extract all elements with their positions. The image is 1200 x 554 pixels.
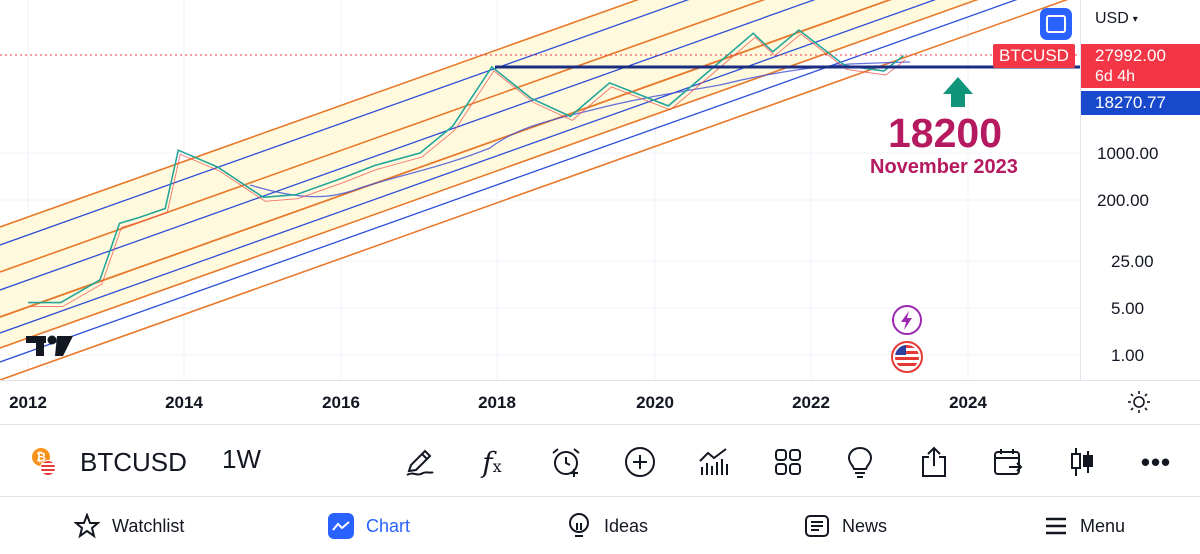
price-series xyxy=(28,28,904,304)
chart-toolbar: ₿ BTCUSD 1W fx xyxy=(0,428,1200,494)
theme-toggle-button[interactable] xyxy=(1127,390,1151,414)
channel-line-orange xyxy=(0,0,766,273)
star-icon xyxy=(74,513,100,539)
channel-line-orange xyxy=(0,0,640,228)
channel-line-orange xyxy=(0,0,979,349)
lightning-event-icon[interactable] xyxy=(892,305,922,335)
price-chart[interactable] xyxy=(0,0,1080,380)
pen-icon xyxy=(406,449,434,476)
replay-button[interactable] xyxy=(988,442,1028,482)
symbol-selector[interactable]: ₿ BTCUSD xyxy=(32,442,187,482)
annotation-price: 18200 xyxy=(888,110,1003,156)
lightbulb-icon xyxy=(569,513,589,537)
indicators-button[interactable]: fx xyxy=(472,442,512,482)
tradingview-logo-icon xyxy=(26,335,73,356)
time-axis[interactable]: 2012 2014 2016 2018 2020 2022 2024 xyxy=(0,380,1200,423)
share-icon xyxy=(922,446,946,477)
channel-line-blue xyxy=(0,0,690,246)
nav-menu-label: Menu xyxy=(1080,515,1126,536)
divider xyxy=(0,424,1200,425)
currency-label: USD xyxy=(1095,10,1129,27)
nav-chart-label: Chart xyxy=(366,515,411,536)
us-flag-event-icon[interactable] xyxy=(891,341,923,373)
nav-news[interactable]: News xyxy=(804,508,887,544)
nav-watchlist[interactable]: Watchlist xyxy=(74,508,184,544)
candle-style-button[interactable] xyxy=(1062,442,1102,482)
chart-icon xyxy=(328,513,354,539)
time-tick: 2020 xyxy=(636,393,674,412)
up-arrow-icon xyxy=(943,77,973,107)
nav-ideas-label: Ideas xyxy=(604,515,649,536)
symbol-price-tag: BTCUSD xyxy=(993,44,1075,68)
chart-area[interactable]: 18200 November 2023 BTCUSD xyxy=(0,0,1080,380)
last-price-label: 27992.00 6d 4h xyxy=(1081,44,1200,88)
time-tick: 2018 xyxy=(478,393,516,412)
time-tick: 2022 xyxy=(792,393,830,412)
annotation-date: November 2023 xyxy=(870,156,1018,178)
nav-news-label: News xyxy=(842,515,888,536)
chevron-down-icon: ▾ xyxy=(1132,13,1138,25)
chart-type-button[interactable] xyxy=(694,442,734,482)
price-tick: 1000.00 xyxy=(1097,144,1159,163)
channel-line-blue xyxy=(0,0,937,334)
share-button[interactable] xyxy=(914,442,954,482)
nav-chart[interactable]: Chart xyxy=(328,508,410,544)
alert-button[interactable] xyxy=(546,442,586,482)
divider xyxy=(0,496,1200,497)
channel-line-blue xyxy=(0,0,816,291)
fx-icon: fx xyxy=(482,445,502,479)
lightbulb-icon xyxy=(847,446,873,478)
interval-selector[interactable]: 1W xyxy=(222,444,261,474)
bitcoin-icon: ₿ xyxy=(32,448,58,476)
bar-countdown: 6d 4h xyxy=(1095,68,1136,85)
news-icon xyxy=(805,515,829,537)
price-tick: 25.00 xyxy=(1111,252,1154,271)
us-flag-icon xyxy=(40,460,56,476)
plus-circle-icon xyxy=(625,447,655,477)
symbol-name: BTCUSD xyxy=(80,446,187,477)
last-price-value: 27992.00 xyxy=(1095,46,1166,65)
channel-line-orange xyxy=(0,0,892,318)
hamburger-icon xyxy=(1046,517,1066,535)
price-tick: 200.00 xyxy=(1097,191,1149,210)
nav-menu[interactable]: Menu xyxy=(1044,508,1125,544)
more-dots-icon: ••• xyxy=(1140,446,1172,477)
nav-ideas[interactable]: Ideas xyxy=(566,508,648,544)
time-tick: 2012 xyxy=(9,393,47,412)
grid-icon xyxy=(775,449,801,475)
price-series-shadow xyxy=(30,33,906,308)
price-tick: 1.00 xyxy=(1111,346,1145,365)
line-price-label: 18270.77 xyxy=(1081,91,1200,115)
time-tick: 2014 xyxy=(165,393,203,412)
time-tick: 2016 xyxy=(322,393,360,412)
alarm-clock-icon xyxy=(552,448,580,477)
currency-selector[interactable]: USD ▾ xyxy=(1095,10,1138,28)
add-button[interactable] xyxy=(620,442,660,482)
calendar-icon xyxy=(994,449,1023,475)
layout-button[interactable] xyxy=(768,442,808,482)
time-tick: 2024 xyxy=(949,393,987,412)
bar-chart-icon xyxy=(699,448,728,475)
bottom-navigation: Watchlist Chart Ideas News Menu xyxy=(0,498,1200,554)
ideas-toolbar-button[interactable] xyxy=(840,442,880,482)
nav-watchlist-label: Watchlist xyxy=(112,515,185,536)
price-axis[interactable]: USD ▾ 27992.00 6d 4h 18270.77 1000.00 20… xyxy=(1080,0,1200,380)
drawing-tools-button[interactable] xyxy=(400,442,440,482)
fullscreen-button[interactable] xyxy=(1040,8,1072,40)
fullscreen-icon xyxy=(1046,15,1066,33)
channel-line-blue xyxy=(0,0,1018,363)
candlestick-icon xyxy=(1071,448,1093,476)
sun-icon xyxy=(1128,391,1150,413)
more-button[interactable]: ••• xyxy=(1136,442,1176,482)
price-tick: 5.00 xyxy=(1111,299,1145,318)
